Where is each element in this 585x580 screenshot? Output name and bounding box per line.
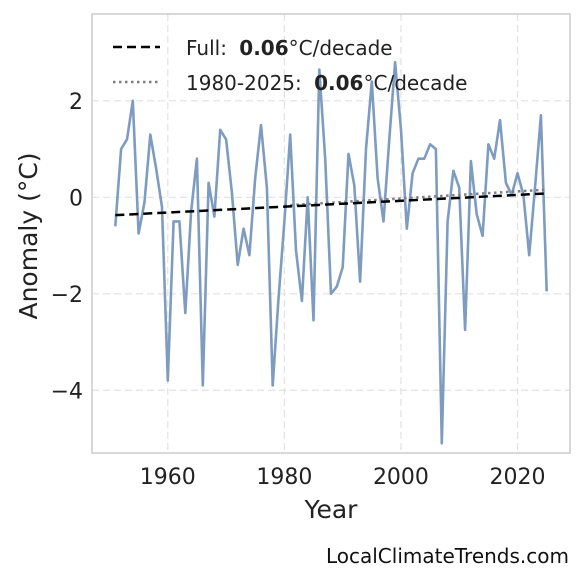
legend-entry-full: Full: 0.06°C/decade: [186, 36, 393, 60]
trend-line-1980-2025: [284, 188, 547, 207]
x-tick-label: 2020: [490, 465, 546, 490]
x-tick-label: 1960: [140, 465, 196, 490]
y-tick-label: −4: [51, 379, 83, 404]
legend: Full: 0.06°C/decade 1980-2025: 0.06°C/de…: [113, 36, 467, 95]
y-tick-label: 2: [69, 90, 83, 115]
legend-recent-value: 0.06: [314, 71, 363, 95]
legend-full-label: Full:: [186, 36, 227, 60]
y-tick-label: 0: [69, 186, 83, 211]
legend-recent-unit: °C/decade: [363, 71, 467, 95]
watermark-text: LocalClimateTrends.com: [325, 544, 569, 568]
legend-recent-label: 1980-2025:: [186, 71, 302, 95]
anomaly-series-line: [114, 60, 548, 445]
x-axis-label: Year: [304, 495, 359, 524]
series-layer: [114, 60, 548, 445]
x-tick-labels: 1960 1980 2000 2020: [140, 465, 546, 490]
y-tick-labels: −4 −2 0 2: [51, 90, 83, 404]
plot-frame: [91, 13, 571, 454]
legend-entry-recent: 1980-2025: 0.06°C/decade: [186, 71, 467, 95]
legend-full-value: 0.06: [239, 36, 288, 60]
x-tick-label: 1980: [256, 465, 312, 490]
trend-line-full: [115, 192, 547, 217]
trend-layer: [115, 188, 547, 217]
legend-full-unit: °C/decade: [289, 36, 393, 60]
x-tick-label: 2000: [373, 465, 429, 490]
y-axis-label: Anomaly (°C): [14, 152, 43, 319]
y-tick-label: −2: [51, 283, 83, 308]
